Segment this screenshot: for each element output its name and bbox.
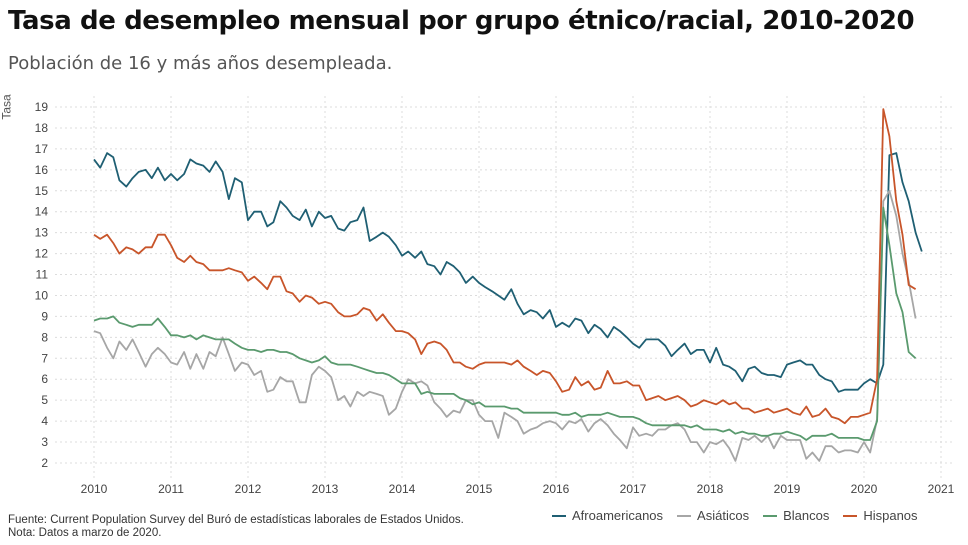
series-line-afroamericanos xyxy=(93,152,923,393)
series-line-asiaticos xyxy=(93,189,917,462)
chart-title: Tasa de desempleo mensual por grupo étni… xyxy=(8,6,915,36)
chart-subtitle: Población de 16 y más años desempleada. xyxy=(8,53,393,74)
series-line-hispanos xyxy=(93,108,917,425)
legend-label: Hispanos xyxy=(863,508,918,523)
x-tick-label: 2017 xyxy=(620,482,647,496)
y-tick-label: 9 xyxy=(41,309,48,323)
legend-label: Asiáticos xyxy=(697,508,750,523)
y-tick-label: 7 xyxy=(41,351,48,365)
x-tick-label: 2011 xyxy=(158,482,184,496)
y-tick-label: 5 xyxy=(41,393,48,407)
x-tick-label: 2021 xyxy=(928,482,955,496)
legend: Afroamericanos Asiáticos Blancos Hispanos xyxy=(552,508,918,523)
y-tick-label: 15 xyxy=(35,184,49,198)
x-tick-label: 2018 xyxy=(697,482,724,496)
x-tick-label: 2013 xyxy=(312,482,339,496)
y-tick-label: 10 xyxy=(35,288,49,302)
x-tick-label: 2020 xyxy=(851,482,878,496)
x-tick-label: 2012 xyxy=(235,482,262,496)
x-tick-label: 2014 xyxy=(389,482,416,496)
source-note: Fuente: Current Population Survey del Bu… xyxy=(8,514,464,540)
y-tick-label: 12 xyxy=(35,247,49,261)
y-tick-label: 19 xyxy=(35,100,49,114)
y-tick-label: 6 xyxy=(41,372,48,386)
y-tick-label: 11 xyxy=(36,268,49,282)
source-line: Fuente: Current Population Survey del Bu… xyxy=(8,514,464,526)
y-tick-label: 2 xyxy=(41,456,48,470)
series-line-blancos xyxy=(93,206,917,441)
y-tick-label: 14 xyxy=(35,205,49,219)
legend-item: Asiáticos xyxy=(677,508,749,523)
y-tick-label: 18 xyxy=(35,121,49,135)
x-tick-label: 2016 xyxy=(543,482,570,496)
legend-swatch xyxy=(552,514,566,517)
y-tick-label: 8 xyxy=(41,330,48,344)
legend-item: Afroamericanos xyxy=(552,508,663,523)
x-tick-label: 2019 xyxy=(774,482,801,496)
legend-swatch xyxy=(843,514,858,517)
legend-label: Afroamericanos xyxy=(572,508,664,523)
x-tick-label: 2010 xyxy=(81,482,108,496)
y-tick-label: 16 xyxy=(35,163,49,177)
legend-item: Hispanos xyxy=(843,508,918,523)
legend-item: Blancos xyxy=(763,508,829,523)
legend-label: Blancos xyxy=(783,508,830,523)
legend-swatch xyxy=(677,514,692,517)
y-tick-label: 17 xyxy=(35,142,49,156)
legend-swatch xyxy=(763,514,778,517)
y-tick-label: 13 xyxy=(35,226,49,240)
data-note-line: Nota: Datos a marzo de 2020. xyxy=(8,527,162,539)
y-tick-label: 4 xyxy=(41,414,48,428)
x-tick-label: 2015 xyxy=(466,482,493,496)
y-tick-label: 3 xyxy=(41,435,48,449)
